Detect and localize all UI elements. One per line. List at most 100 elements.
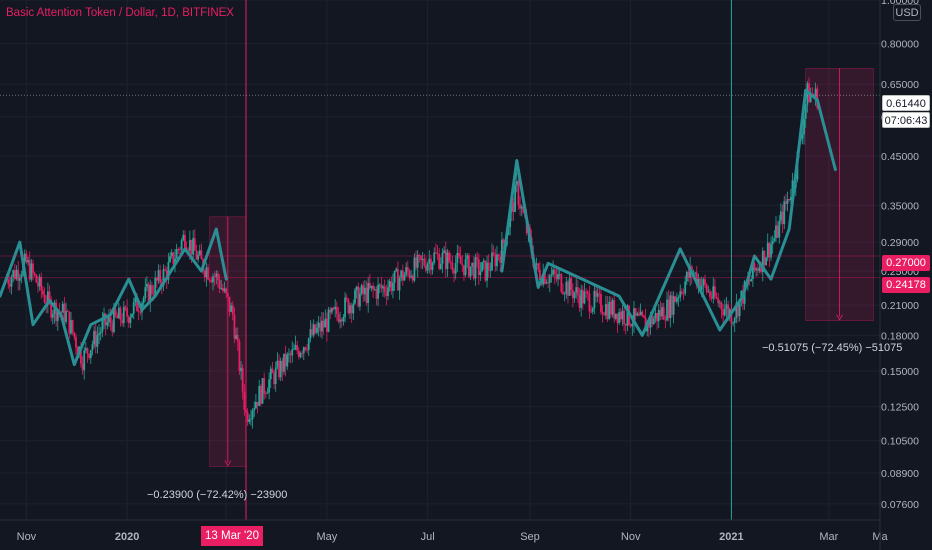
candle-body — [144, 287, 147, 298]
candle-body — [789, 197, 792, 201]
candle-body — [42, 290, 44, 295]
candle-body — [344, 297, 346, 318]
candle-body — [288, 353, 290, 355]
candle-body — [261, 378, 264, 404]
candle-body — [20, 274, 23, 278]
candle-body — [547, 282, 550, 283]
candle-body — [471, 262, 474, 267]
currency-button[interactable]: USD — [893, 4, 921, 21]
candle-body — [390, 281, 393, 291]
candle-body — [259, 386, 262, 404]
candle-body — [553, 269, 556, 275]
candle-body — [512, 201, 515, 212]
candle-body — [342, 317, 345, 322]
candle-body — [291, 349, 294, 356]
candle-body — [765, 257, 767, 266]
candle-body — [590, 311, 592, 313]
candle-body — [203, 271, 206, 278]
candle-body — [633, 308, 635, 324]
candle-body — [661, 307, 663, 317]
candle-body — [725, 304, 728, 309]
candle-body — [804, 104, 807, 119]
x-tick-label: Nov — [621, 531, 641, 543]
candle-body — [704, 279, 706, 285]
candle-body — [349, 305, 351, 314]
candle-body — [296, 345, 299, 351]
candle-body — [283, 353, 285, 372]
candle-body — [139, 311, 142, 313]
y-tick-label: 0.07600 — [881, 499, 919, 511]
candle-body — [496, 254, 498, 267]
candle-body — [723, 308, 726, 316]
candle-body — [563, 293, 566, 295]
candle-body — [172, 252, 175, 265]
candle-body — [316, 327, 318, 333]
candle-body — [122, 306, 125, 324]
candle-body — [367, 282, 370, 304]
candle-body — [25, 253, 28, 263]
candle-body — [562, 291, 564, 294]
candle-body — [717, 298, 720, 304]
candle-body — [433, 252, 436, 263]
candle-body — [548, 275, 551, 283]
candle-body — [347, 299, 350, 314]
candle-body — [444, 250, 447, 270]
candle-body — [23, 253, 26, 263]
candle-body — [324, 318, 327, 328]
candle-body — [634, 308, 637, 316]
candle-body — [672, 296, 675, 315]
candle-body — [760, 267, 763, 273]
candle-body — [453, 270, 455, 274]
candle-body — [545, 282, 548, 284]
candle-body — [241, 367, 244, 392]
candle-body — [588, 293, 591, 312]
candle-body — [223, 288, 226, 292]
candle-body — [73, 332, 76, 337]
candle-body — [70, 320, 72, 334]
candle-body — [274, 367, 277, 385]
candle-body — [388, 281, 391, 288]
candle-body — [405, 267, 408, 275]
candle-body — [557, 274, 559, 280]
candle-body — [766, 242, 769, 258]
candle-body — [169, 256, 171, 262]
candle-body — [614, 313, 617, 319]
candle-body — [609, 301, 612, 315]
candle-body — [258, 386, 261, 406]
y-tick-label: 0.29000 — [881, 237, 919, 249]
candle-body — [558, 274, 561, 276]
candle-body — [456, 252, 459, 263]
candle-body — [246, 412, 249, 422]
candle-body — [368, 282, 371, 289]
candle-body — [101, 320, 104, 332]
candle-body — [248, 419, 251, 422]
candle-body — [175, 248, 178, 259]
candle-body — [50, 299, 53, 318]
candle-body — [575, 287, 578, 293]
candle-body — [330, 308, 333, 313]
candle-body — [250, 419, 252, 420]
y-tick-label: 0.18000 — [881, 330, 919, 342]
candle-body — [502, 239, 505, 244]
candle-body — [210, 279, 213, 283]
candle-body — [667, 299, 670, 319]
candle-body — [297, 350, 300, 357]
candle-body — [228, 296, 231, 312]
candle-body — [180, 240, 183, 250]
candle-body — [619, 312, 622, 320]
candle-body — [314, 324, 317, 333]
measure-label-2: −0.51075 (−72.45%) −51075 — [762, 342, 903, 354]
candle-body — [137, 311, 140, 312]
candle-body — [631, 323, 634, 327]
candle-body — [596, 293, 599, 297]
candle-body — [373, 289, 376, 290]
candle-body — [581, 289, 584, 304]
candle-body — [157, 270, 160, 281]
candle-body — [662, 307, 665, 320]
candle-body — [217, 273, 219, 280]
candle-body — [76, 347, 79, 354]
candle-body — [784, 201, 787, 204]
candle-body — [96, 335, 99, 347]
